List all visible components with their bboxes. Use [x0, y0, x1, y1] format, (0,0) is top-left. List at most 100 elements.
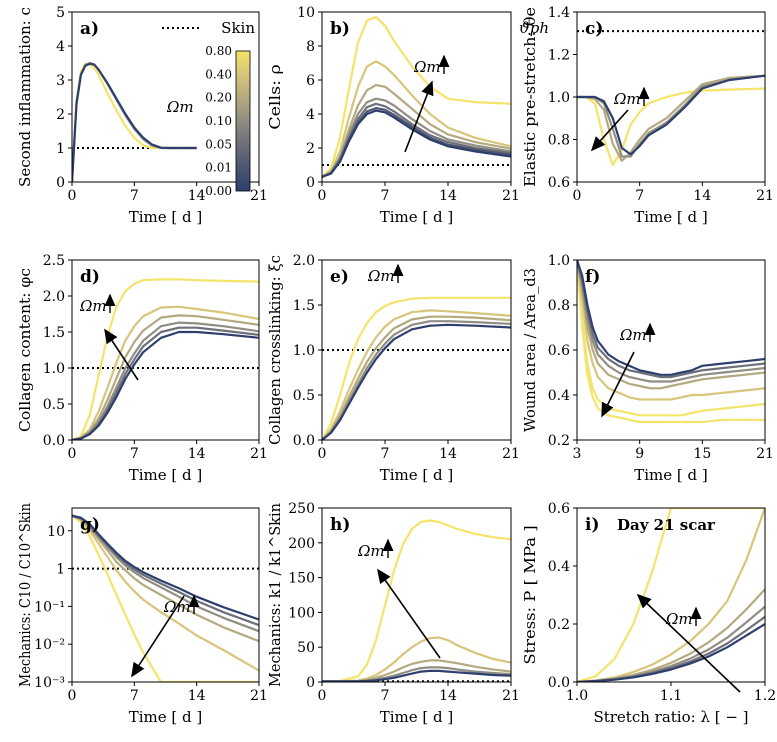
annotation-f: Ωm — [601, 322, 656, 418]
series-line-g-1 — [72, 514, 259, 672]
x-tick-label: 3 — [573, 446, 582, 462]
annotation-g: Ωm — [131, 594, 200, 678]
x-tick-label: 0 — [68, 446, 77, 462]
series-line-a-2 — [72, 62, 197, 182]
annotation-h: Ωm — [357, 538, 441, 659]
series-line-d-1 — [72, 305, 259, 440]
y-tick-label: 1.5 — [293, 298, 315, 314]
y-tick-label: 0.8 — [548, 298, 570, 314]
panel-f: 3 9 15 21 0.2 0.4 0.6 0.8 1.0 Time [ d ] Wound are… — [521, 253, 774, 484]
series-line-e-1 — [322, 309, 511, 440]
series-line-f-3 — [577, 260, 765, 390]
y-axis-label: Stress: P [ MPa ] — [521, 525, 539, 664]
series-line-f-5 — [577, 260, 765, 379]
x-tick-label: 21 — [250, 688, 268, 704]
colorbar-tick-label: 0.00 — [205, 184, 232, 198]
y-tick-label: 10⁻² — [34, 637, 65, 653]
series-line-e-4 — [322, 323, 511, 440]
y-tick-label: 100 — [288, 605, 315, 621]
series-line-d-5 — [72, 330, 259, 440]
x-tick-label: 0 — [573, 188, 582, 204]
x-tick-label: 7 — [130, 188, 139, 204]
y-tick-label: 3 — [56, 73, 65, 89]
y-tick-label: 10⁻¹ — [34, 599, 65, 615]
x-axis-label: Time [ d ] — [380, 208, 454, 226]
omega-annotation: Ωm — [357, 542, 385, 560]
series-line-a-1 — [72, 61, 197, 182]
x-tick-label: 14 — [693, 188, 711, 204]
omega-annotation: Ωm — [665, 610, 693, 628]
colorbar-tick-label: 0.80 — [205, 44, 232, 58]
y-axis-label: Mechanics: k1 / k1^Skin — [266, 503, 284, 687]
x-tick-label: 21 — [250, 446, 268, 462]
axes-frame-d — [71, 259, 260, 441]
trend-arrow — [104, 328, 139, 381]
x-tick-label: 14 — [439, 446, 457, 462]
y-tick-label: 2.0 — [43, 289, 65, 305]
y-tick-label: 0 — [306, 175, 315, 191]
y-tick-label: 0 — [56, 175, 65, 191]
y-tick-label: 0.5 — [293, 388, 315, 404]
series-line-c-0 — [577, 87, 765, 167]
y-tick-label: 1.4 — [548, 5, 570, 21]
legend-skin-label: Skin — [221, 19, 255, 37]
x-tick-label: 9 — [635, 446, 644, 462]
panel-label: b) — [330, 19, 350, 39]
panel-label: i) — [585, 515, 600, 535]
y-tick-label: 4 — [306, 107, 315, 123]
panel-c: 0 7 14 21 0.6 0.8 1.0 1.2 1.4 Time [ d ] Elastic p… — [519, 5, 774, 226]
panel-label: f) — [585, 267, 600, 287]
y-tick-label: 0 — [306, 675, 315, 691]
series-line-c-3 — [577, 74, 765, 156]
annotation-d: Ωm — [79, 293, 139, 381]
trend-arrow — [131, 595, 185, 678]
panel-i: 1.0 1.1 1.2 0.0 0.2 0.4 0.6 Stretch ratio: λ [ … — [521, 501, 776, 726]
y-axis-label: Collagen content: φc — [16, 268, 34, 432]
panel-label: g) — [80, 515, 100, 535]
y-tick-label: 0.6 — [548, 343, 570, 359]
x-axis-label: Time [ d ] — [380, 466, 454, 484]
colorbar-tick-label: 0.40 — [205, 67, 232, 81]
y-tick-label: 0.5 — [43, 397, 65, 413]
y-tick-label: 0.6 — [548, 175, 570, 191]
trend-arrow — [636, 593, 741, 693]
x-axis-label: Time [ d ] — [634, 208, 708, 226]
omega-annotation: Ωm — [613, 90, 641, 108]
colorbar-tick-label: 0.20 — [205, 91, 232, 105]
panel-b: 0 7 14 21 0 2 4 6 8 10 Time [ d ] Cells: ρ b) — [266, 5, 520, 226]
x-tick-label: 7 — [381, 188, 390, 204]
series-line-h-4 — [322, 669, 511, 682]
axes-frame-a — [71, 11, 260, 183]
x-tick-label: 0 — [68, 688, 77, 704]
y-tick-label: 1 — [56, 141, 65, 157]
panel-title: Day 21 scar — [617, 516, 716, 534]
axes-frame-h — [321, 507, 512, 683]
x-tick-label: 1.1 — [660, 688, 682, 704]
series-line-f-1 — [577, 260, 765, 417]
series-line-f-0 — [577, 260, 765, 424]
omega-annotation: Ωm — [413, 58, 441, 76]
series-line-g-0 — [72, 514, 259, 682]
x-tick-label: 0 — [318, 188, 327, 204]
panel-h: 0 7 14 21 0 50 100 150 200 250 Time [ d ] Mechanics… — [266, 501, 520, 726]
x-tick-label: 7 — [381, 446, 390, 462]
x-tick-label: 21 — [250, 188, 268, 204]
x-tick-label: 21 — [756, 446, 774, 462]
series-line-a-0 — [72, 62, 197, 182]
x-tick-label: 21 — [756, 188, 774, 204]
colorbar-tick-label: 0.10 — [205, 114, 232, 128]
panel-label: a) — [80, 19, 99, 39]
y-tick-label: 2 — [306, 141, 315, 157]
y-tick-label: 200 — [288, 536, 315, 552]
x-tick-label: 14 — [439, 688, 457, 704]
legend-skin: Skin — [162, 19, 255, 37]
x-axis-label: Time [ d ] — [129, 708, 203, 726]
series-line-i-0 — [577, 508, 765, 682]
x-tick-label: 0 — [68, 188, 77, 204]
panel-label: h) — [330, 515, 350, 535]
y-tick-label: 1.5 — [43, 325, 65, 341]
x-tick-label: 14 — [188, 446, 206, 462]
y-tick-label: 8 — [306, 39, 315, 55]
y-tick-label: 250 — [288, 501, 315, 517]
